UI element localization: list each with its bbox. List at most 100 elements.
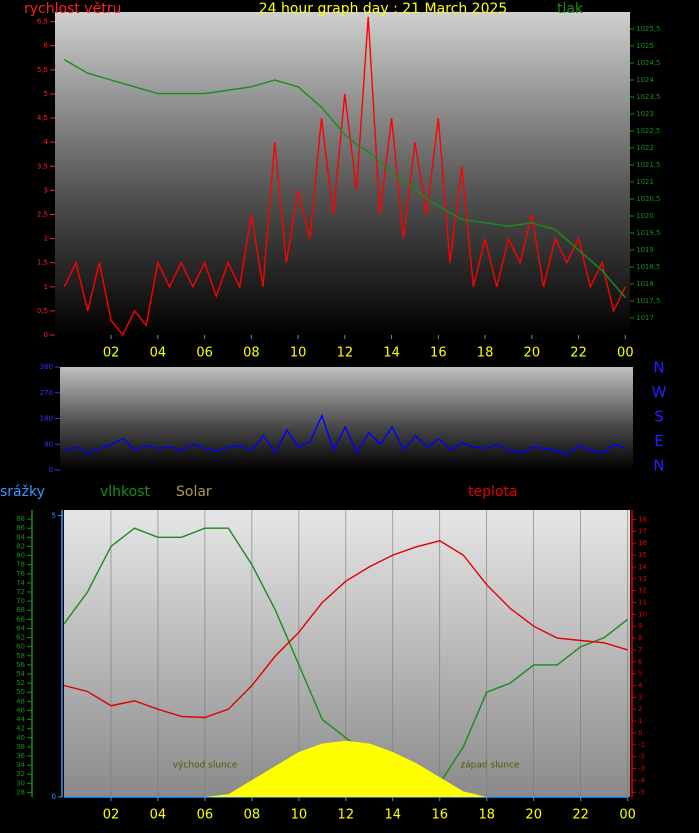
x-tick-label: 08	[243, 346, 260, 361]
y2-tick-label: 3	[638, 693, 642, 701]
x-tick-label: 10	[291, 808, 308, 823]
y2-tick-label: 2	[638, 705, 642, 713]
y-tick-label: 5	[44, 90, 48, 98]
y2-tick-label: 10	[638, 610, 647, 618]
line	[63, 16, 626, 337]
y2-tick-label: 11	[638, 599, 647, 607]
y2-tick-label: -4	[638, 776, 646, 784]
x-tick-label: 16	[430, 346, 447, 361]
y2-tick-label: 1020,5	[636, 195, 661, 203]
legend-label: srážky	[0, 484, 45, 500]
x-tick-label: 06	[197, 808, 214, 823]
x-tick-label: 22	[570, 346, 587, 361]
y2-tick-label: 18	[638, 515, 647, 523]
y-tick-label: 1,5	[37, 259, 48, 267]
y-tick-label: 32	[16, 770, 25, 778]
legend-label: rychlost větru	[24, 1, 121, 17]
y-tick-label: 46	[16, 706, 25, 714]
x-tick-label: 04	[150, 808, 167, 823]
y-tick-label: 56	[16, 661, 25, 669]
y-tick-label: 60	[16, 643, 25, 651]
y2-tick-label: 1025	[636, 42, 654, 50]
y2-tick-label: 1022,5	[636, 127, 661, 135]
y2-tick-label: 0	[638, 729, 642, 737]
y-tick-label: 4	[44, 138, 49, 146]
y-tick-label: 4,5	[37, 114, 48, 122]
compass-label: E	[654, 432, 663, 450]
line	[64, 413, 627, 456]
y-tick-label: 28	[16, 788, 25, 796]
legend-label: Solar	[176, 484, 212, 500]
y2-tick-label: 1018	[636, 280, 654, 288]
y2-tick-label: 17	[638, 527, 647, 535]
line	[63, 527, 629, 785]
plot-background	[60, 367, 633, 470]
y2-tick-label: 9	[638, 622, 642, 630]
y2-tick-label: 1024	[636, 76, 654, 84]
legend-label: teplota	[468, 484, 518, 500]
y-tick-label: 54	[16, 670, 25, 678]
x-tick-label: 10	[290, 346, 307, 361]
y-tick-label: 360	[40, 363, 53, 371]
y-tick-label: 88	[16, 515, 25, 523]
x-tick-label: 18	[477, 346, 494, 361]
line	[63, 540, 628, 719]
y2-tick-label: -5	[638, 788, 645, 796]
y-tick-label: 3	[44, 186, 48, 194]
x-tick-label: 22	[572, 808, 589, 823]
y2-tick-label: 6	[638, 658, 643, 666]
y2-tick-label: 8	[638, 634, 642, 642]
x-tick-label: 02	[103, 808, 120, 823]
y2-tick-label: 1021,5	[636, 161, 661, 169]
annotation: západ slunce	[460, 761, 520, 771]
y-tick-label: 0	[49, 466, 53, 474]
x-tick-label: 00	[619, 808, 636, 823]
y-tick-label: 74	[16, 579, 25, 587]
y2-tick-label: 4	[638, 682, 643, 690]
compass-label: N	[653, 359, 664, 377]
y-tick-label: 86	[16, 524, 25, 532]
y-tick-label: 40	[16, 734, 25, 742]
y2-tick-label: 7	[638, 646, 642, 654]
y-tick-label: 3,5	[37, 162, 48, 170]
y2-tick-label: 1018,5	[636, 263, 661, 271]
y2-tick-label: 1019,5	[636, 229, 661, 237]
y-tick-label: 38	[16, 743, 25, 751]
legend-label: tlak	[557, 1, 584, 17]
annotation: východ slunce	[173, 761, 238, 771]
y-tick-label: 66	[16, 615, 25, 623]
x-tick-label: 08	[244, 808, 261, 823]
x-tick-label: 14	[385, 808, 402, 823]
y2-tick-label: 1024,5	[636, 59, 661, 67]
compass-label: N	[653, 457, 664, 475]
y-tick-label: 270	[40, 389, 53, 397]
y2-tick-label: 1017,5	[636, 297, 661, 305]
x-tick-label: 12	[337, 346, 354, 361]
x-tick-label: 06	[196, 346, 213, 361]
y2-tick-label: -2	[638, 753, 645, 761]
y-tick-label: 62	[16, 634, 25, 642]
y-tick-label: 58	[16, 652, 25, 660]
y2-tick-label: 13	[638, 575, 647, 583]
y-tick-label: 52	[16, 679, 25, 687]
y-tick-label: 2	[44, 235, 48, 243]
y-tick-label: 0,5	[37, 307, 48, 315]
y-tick-label: 70	[16, 597, 25, 605]
y2-tick-label: 1	[638, 717, 642, 725]
y2-tick-label: -3	[638, 765, 645, 773]
y-tick-label: 0	[44, 331, 48, 339]
y3-tick-label: 0	[52, 793, 56, 801]
y-tick-label: 6,5	[37, 18, 48, 26]
line	[63, 58, 626, 299]
x-tick-label: 12	[338, 808, 355, 823]
y2-tick-label: 16	[638, 539, 647, 547]
y-tick-label: 1	[44, 283, 48, 291]
y-tick-label: 84	[16, 533, 25, 541]
y2-tick-label: 1023	[636, 110, 654, 118]
x-tick-label: 20	[525, 808, 542, 823]
y2-tick-label: 1019	[636, 246, 654, 254]
y3-tick-label: 5	[52, 512, 56, 520]
y2-tick-label: -1	[638, 741, 645, 749]
